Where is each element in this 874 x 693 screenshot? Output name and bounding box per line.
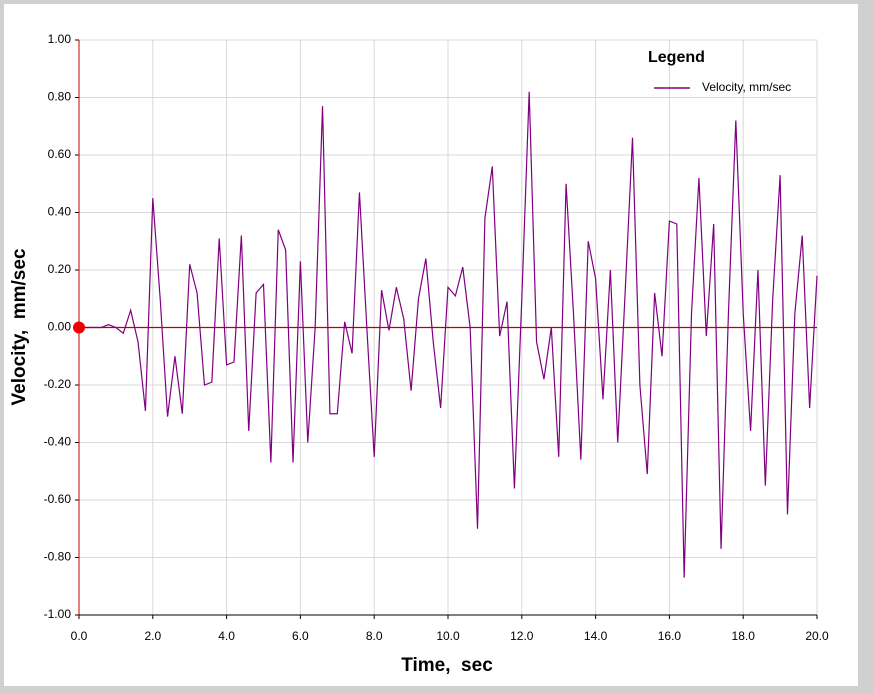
x-axis-label: Time, sec [401,655,493,676]
series-line [79,91,818,578]
y-tick-label: -1.00 [44,607,72,621]
x-tick-label: 2.0 [144,629,161,643]
y-tick-label: 0.40 [48,205,72,219]
x-tick-label: 8.0 [366,629,383,643]
x-tick-label: 16.0 [658,629,682,643]
y-tick-label: 1.00 [48,32,72,46]
axes: -1.00 -0.80 -0.60 -0.40 -0.20 0.00 0.20 0.40 0.6… [44,32,829,643]
legend-title: Legend [648,49,705,66]
y-tick-label: 0.60 [48,147,72,161]
legend: Legend Velocity, mm/sec [648,49,791,94]
y-tick-label: 0.20 [48,262,72,276]
legend-label: Velocity, mm/sec [702,80,791,94]
x-tick-label: 14.0 [584,629,608,643]
x-tick-label: 18.0 [732,629,756,643]
y-tick-label: -0.40 [44,435,72,449]
x-tick-label: 10.0 [436,629,460,643]
cursor-marker [73,321,85,334]
y-tick-label: -0.60 [44,492,72,506]
x-tick-label: 4.0 [218,629,235,643]
y-tick-label: 0.00 [48,320,72,334]
y-tick-label: -0.80 [44,550,72,564]
x-tick-label: 0.0 [71,629,88,643]
x-tick-label: 20.0 [805,629,829,643]
y-tick-label: -0.20 [44,377,72,391]
plot [73,91,818,578]
x-tick-label: 6.0 [292,629,309,643]
y-axis-label: Velocity, mm/sec [9,248,30,405]
x-tick-label: 12.0 [510,629,534,643]
chart-panel [4,4,858,686]
y-tick-label: 0.80 [48,90,72,104]
